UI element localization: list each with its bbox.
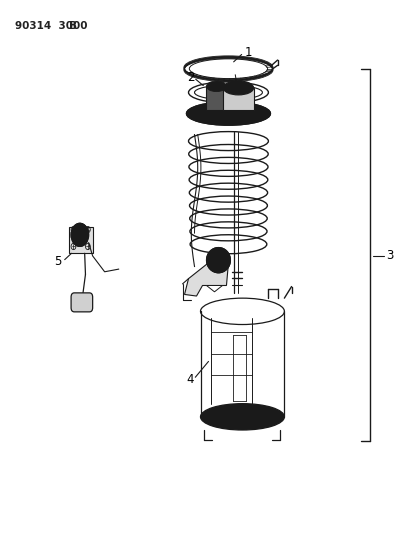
- Bar: [207, 86, 226, 110]
- Text: 90314  3000: 90314 3000: [15, 21, 87, 31]
- Text: 1: 1: [245, 46, 252, 59]
- Ellipse shape: [71, 223, 89, 246]
- FancyBboxPatch shape: [71, 293, 93, 312]
- Text: B: B: [69, 21, 77, 31]
- Ellipse shape: [187, 102, 271, 125]
- Bar: [223, 88, 254, 110]
- Text: 4: 4: [186, 374, 194, 386]
- Ellipse shape: [223, 81, 254, 95]
- Ellipse shape: [207, 81, 226, 92]
- Polygon shape: [185, 263, 228, 296]
- Ellipse shape: [200, 403, 284, 430]
- Polygon shape: [207, 286, 222, 292]
- Text: 5: 5: [55, 255, 62, 268]
- Text: 3: 3: [386, 249, 394, 262]
- Bar: [69, 227, 93, 253]
- Ellipse shape: [207, 247, 230, 273]
- Text: 2: 2: [187, 71, 194, 84]
